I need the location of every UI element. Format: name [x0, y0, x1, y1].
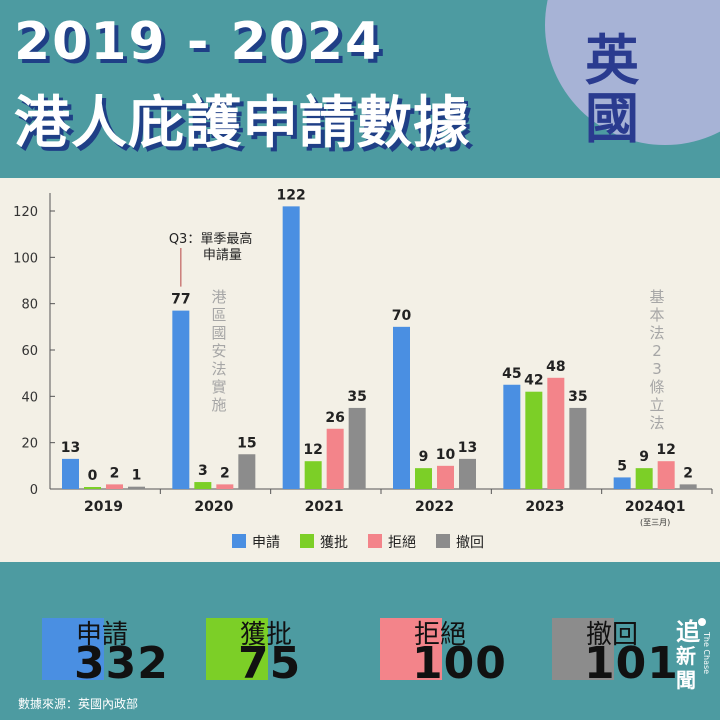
- data-label: 70: [392, 308, 412, 324]
- data-label: 10: [436, 447, 456, 463]
- y-tick-label: 20: [21, 437, 38, 452]
- header: 2019 - 2024 港人庇護申請數據 英國: [0, 0, 720, 178]
- data-label: 2: [110, 465, 120, 481]
- bar-reject: [216, 484, 234, 489]
- bar-approve: [635, 468, 653, 489]
- legend-label-approve: 獲批: [320, 535, 348, 551]
- bar-withdraw: [459, 458, 476, 489]
- data-label: 26: [325, 410, 344, 426]
- bar-reject: [106, 484, 123, 489]
- total-label: 撤回: [586, 620, 639, 650]
- title-year: 2019 - 2024: [14, 12, 384, 72]
- data-label: 13: [61, 440, 80, 456]
- x-tick-label: 2023: [525, 499, 564, 515]
- annotation-national-security-law: 港區國安法實施: [211, 288, 226, 414]
- data-label: 13: [458, 440, 477, 456]
- data-label: 12: [656, 442, 675, 458]
- total-value: 100: [412, 638, 507, 689]
- data-label: 0: [88, 468, 98, 484]
- x-tick-label: 2021: [305, 499, 344, 515]
- y-tick-label: 80: [21, 298, 38, 313]
- brand-logo: 追 新聞 The Chase: [672, 612, 716, 716]
- x-tick-label: 2019: [84, 499, 123, 515]
- data-label: 3: [198, 463, 208, 479]
- data-label: 42: [524, 373, 543, 389]
- logo-text-sub: 新聞: [676, 644, 696, 692]
- annotation-q3-line2: 申請量: [203, 248, 242, 263]
- bar-reject: [657, 461, 675, 489]
- total-swatch: [380, 618, 442, 680]
- bar-withdraw: [569, 407, 587, 489]
- bar-reject: [437, 465, 454, 489]
- annotation-q3-line1: Q3：單季最高: [169, 231, 253, 247]
- bar-approve: [415, 468, 432, 489]
- total-value: 332: [74, 638, 169, 689]
- total-swatch: [42, 618, 104, 680]
- data-label: 77: [171, 292, 190, 308]
- data-label: 35: [568, 389, 587, 405]
- bar-withdraw: [238, 454, 256, 489]
- data-label: 15: [237, 435, 256, 451]
- data-label: 45: [502, 366, 521, 382]
- logo-text-main: 追: [676, 618, 700, 646]
- legend-label-withdraw: 撤回: [456, 535, 484, 551]
- y-tick-label: 40: [21, 390, 38, 405]
- totals-panel: 申請 332 獲批 75 拒絕 100 撤回 101 數據來源：英國內政部 追 新聞 The …: [0, 562, 720, 720]
- total-label: 申請: [76, 620, 129, 650]
- data-label: 122: [277, 187, 306, 203]
- bar-withdraw: [348, 407, 366, 489]
- data-label: 12: [303, 442, 322, 458]
- data-label: 35: [347, 389, 366, 405]
- page-title: 港人庇護申請數據: [14, 91, 470, 156]
- bar-approve: [84, 487, 101, 489]
- chart-panel: 0 20 40 60 80 100 120 13 0 2 1 2019 77 3 2 15 2020 122 12 2…: [0, 178, 720, 562]
- y-tick-label: 0: [30, 483, 38, 498]
- total-swatch: [552, 618, 614, 680]
- bar-reject: [547, 377, 565, 489]
- bar-approve: [525, 391, 543, 489]
- annotation-article-23: 基本法 2 3 條立法: [649, 288, 664, 432]
- total-swatch: [206, 618, 268, 680]
- legend-swatch-apply: [232, 534, 246, 548]
- total-label: 拒絕: [414, 620, 467, 650]
- y-tick-label: 60: [21, 344, 38, 359]
- total-value: 75: [238, 638, 302, 689]
- bar-withdraw: [679, 484, 697, 489]
- legend-label-apply: 申請: [252, 535, 280, 551]
- total-value: 101: [584, 638, 679, 689]
- bar-apply: [393, 326, 410, 489]
- logo-text-vertical: The Chase: [702, 632, 711, 675]
- x-tick-note: (至三月): [640, 518, 670, 527]
- total-label: 獲批: [240, 620, 293, 650]
- data-label: 1: [132, 468, 142, 484]
- bar-approve: [304, 461, 322, 489]
- x-tick-label: 2020: [194, 499, 233, 515]
- bar-apply: [613, 477, 631, 489]
- bar-approve: [194, 482, 212, 489]
- x-tick-label: 2024Q1: [625, 499, 686, 515]
- data-label: 9: [639, 449, 649, 465]
- legend-swatch-reject: [368, 534, 382, 548]
- legend-swatch-withdraw: [436, 534, 450, 548]
- legend-swatch-approve: [300, 534, 314, 548]
- data-label: 2: [220, 465, 230, 481]
- data-label: 2: [683, 465, 693, 481]
- bar-apply: [503, 384, 521, 489]
- bar-apply: [282, 206, 300, 489]
- bar-withdraw: [128, 486, 145, 489]
- bar-apply: [62, 458, 79, 489]
- data-label: 5: [617, 458, 627, 474]
- logo-dot: [698, 618, 706, 626]
- legend-label-reject: 拒絕: [388, 535, 416, 551]
- y-tick-label: 100: [13, 251, 38, 266]
- y-tick-label: 120: [13, 205, 38, 220]
- country-label: 英國: [585, 29, 639, 150]
- source-note: 數據來源：英國內政部: [18, 697, 139, 711]
- bar-reject: [326, 428, 344, 489]
- data-label: 48: [546, 359, 565, 375]
- bar-apply: [172, 310, 190, 489]
- x-tick-label: 2022: [415, 499, 454, 515]
- data-label: 9: [419, 449, 429, 465]
